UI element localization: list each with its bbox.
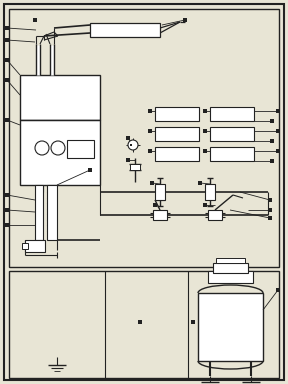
Bar xyxy=(205,184,215,200)
Bar xyxy=(25,240,45,252)
Bar xyxy=(20,75,100,120)
Bar xyxy=(35,185,43,240)
Bar xyxy=(22,243,28,249)
Bar xyxy=(155,107,199,121)
Bar xyxy=(155,127,199,141)
Bar xyxy=(90,23,160,37)
Circle shape xyxy=(128,140,138,150)
Bar xyxy=(20,120,100,185)
Bar xyxy=(216,258,245,263)
Bar xyxy=(208,210,222,220)
Bar xyxy=(153,210,167,220)
Circle shape xyxy=(35,141,49,155)
Bar xyxy=(210,107,254,121)
Bar xyxy=(210,147,254,161)
Bar xyxy=(155,147,199,161)
Circle shape xyxy=(51,141,65,155)
Bar xyxy=(9,271,279,378)
Bar xyxy=(130,164,140,170)
Bar xyxy=(155,184,165,200)
Bar xyxy=(67,140,94,158)
Bar xyxy=(9,9,279,267)
Bar xyxy=(210,127,254,141)
Bar xyxy=(213,263,248,273)
Bar xyxy=(208,271,253,283)
Bar xyxy=(47,185,57,240)
Bar xyxy=(198,293,263,361)
